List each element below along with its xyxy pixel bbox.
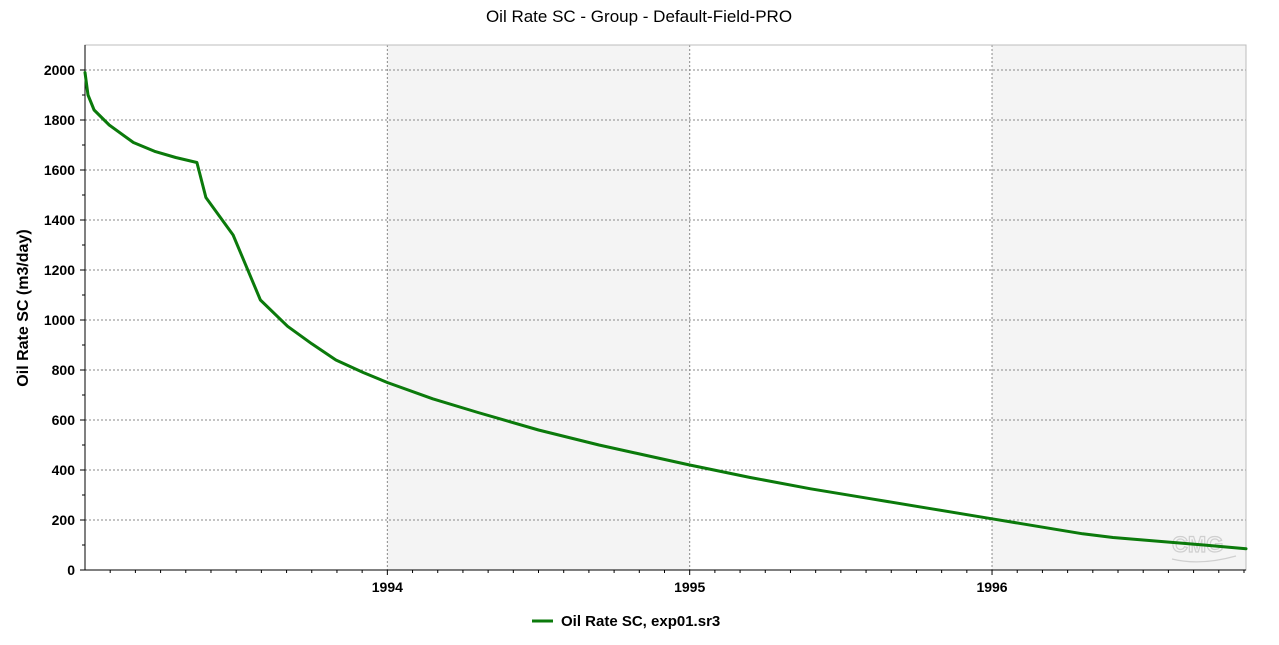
legend-label: Oil Rate SC, exp01.sr3: [561, 613, 720, 630]
year-band: [689, 45, 993, 570]
x-tick-label: 1996: [976, 579, 1007, 595]
y-tick-label: 1800: [44, 112, 75, 128]
year-band: [992, 45, 1246, 570]
chart-title: Oil Rate SC - Group - Default-Field-PRO: [486, 7, 792, 26]
y-tick-label: 2000: [44, 62, 75, 78]
x-tick-label: 1995: [674, 579, 705, 595]
y-tick-label: 1400: [44, 212, 75, 228]
x-axis-ticks: 1994 1995 1996: [109, 570, 1245, 595]
y-tick-label: 1000: [44, 312, 75, 328]
axes: [84, 44, 1247, 571]
y-tick-label: 600: [52, 412, 76, 428]
year-band: [85, 45, 388, 570]
y-axis-label: Oil Rate SC (m3/day): [15, 229, 32, 386]
y-tick-label: 1600: [44, 162, 75, 178]
y-axis-ticks: 0 200 400 600 800 1000 1200 1400 1600 1800 2000: [44, 62, 85, 578]
x-tick-label: 1994: [372, 579, 403, 595]
y-tick-label: 0: [67, 562, 75, 578]
plot-background: [85, 45, 1246, 570]
y-tick-label: 1200: [44, 262, 75, 278]
grid-lines: [85, 45, 1246, 570]
y-tick-label: 800: [52, 362, 76, 378]
data-series: [83, 71, 1248, 551]
year-band: [387, 45, 690, 570]
series-line: [83, 71, 1248, 551]
y-tick-label: 200: [52, 512, 76, 528]
legend: Oil Rate SC, exp01.sr3: [532, 613, 720, 630]
y-tick-label: 400: [52, 462, 76, 478]
